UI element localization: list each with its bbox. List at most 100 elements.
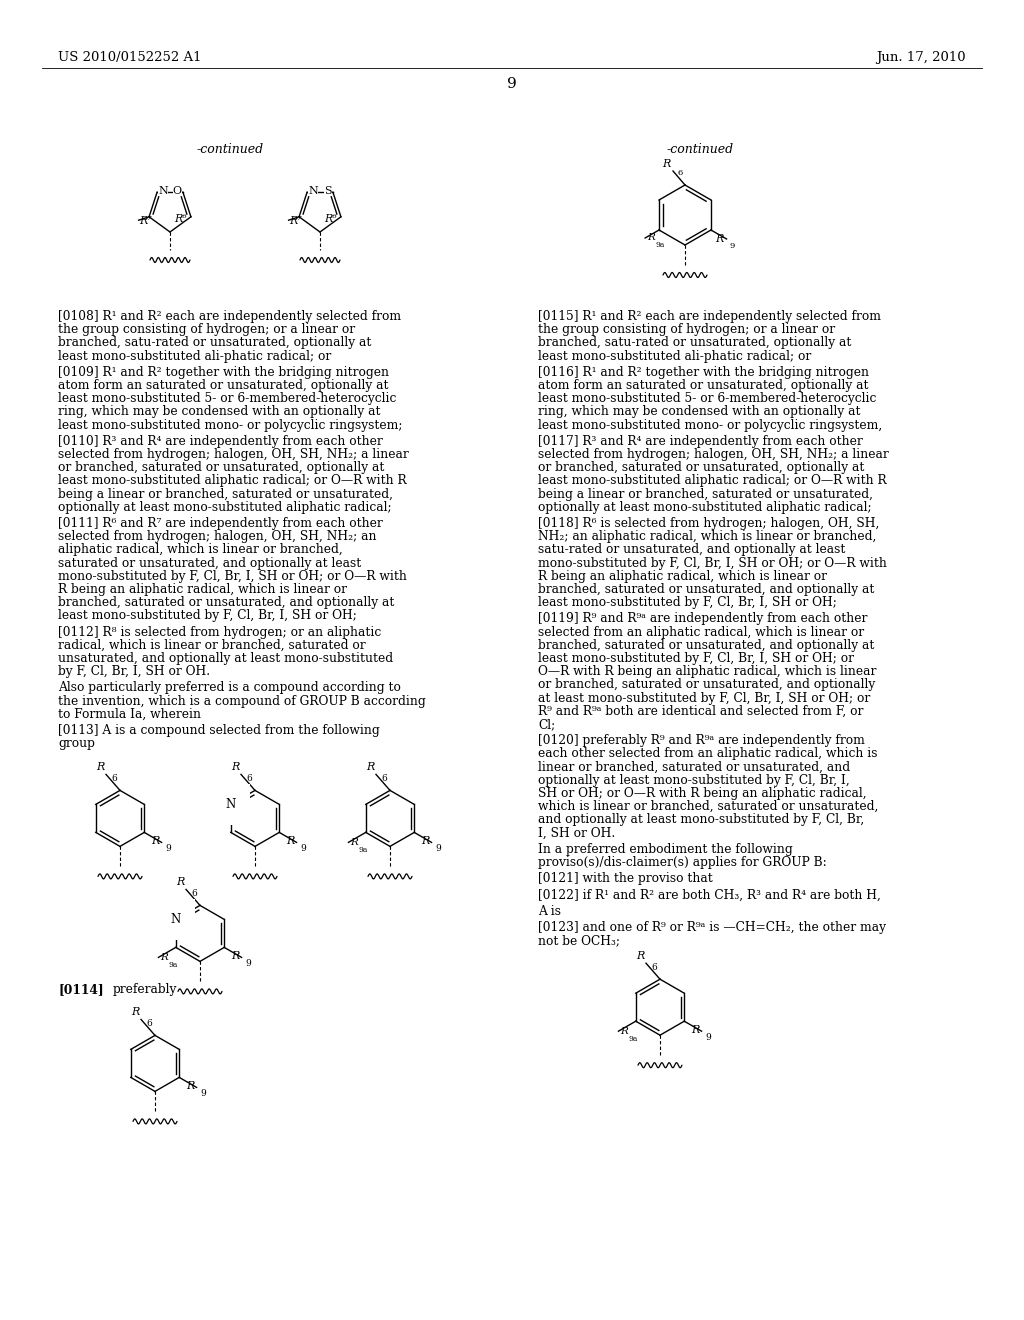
Text: Also particularly preferred is a compound according to: Also particularly preferred is a compoun… (58, 681, 400, 694)
Text: R being an aliphatic radical, which is linear or: R being an aliphatic radical, which is l… (58, 583, 347, 597)
Text: being a linear or branched, saturated or unsaturated,: being a linear or branched, saturated or… (58, 487, 393, 500)
Text: R: R (367, 763, 375, 772)
Text: proviso(s)/dis-claimer(s) applies for GROUP B:: proviso(s)/dis-claimer(s) applies for GR… (538, 855, 826, 869)
Text: or branched, saturated or unsaturated, and optionally: or branched, saturated or unsaturated, a… (538, 678, 876, 692)
Text: optionally at least mono-substituted by F, Cl, Br, I,: optionally at least mono-substituted by … (538, 774, 850, 787)
Text: least mono-substituted ali-phatic radical; or: least mono-substituted ali-phatic radica… (58, 350, 331, 363)
Text: NH₂; an aliphatic radical, which is linear or branched,: NH₂; an aliphatic radical, which is line… (538, 531, 877, 544)
Text: atom form an saturated or unsaturated, optionally at: atom form an saturated or unsaturated, o… (58, 379, 388, 392)
Text: R: R (350, 838, 358, 847)
Text: 9: 9 (166, 845, 171, 854)
Text: [0112] R⁸ is selected from hydrogen; or an aliphatic: [0112] R⁸ is selected from hydrogen; or … (58, 626, 381, 639)
Text: least mono-substituted aliphatic radical; or O—R with R: least mono-substituted aliphatic radical… (58, 474, 407, 487)
Text: [0122] if R¹ and R² are both CH₃, R³ and R⁴ are both H,: [0122] if R¹ and R² are both CH₃, R³ and… (538, 888, 881, 902)
Text: N: N (171, 913, 181, 925)
Text: R⁶: R⁶ (174, 214, 187, 224)
Text: [0115] R¹ and R² each are independently selected from: [0115] R¹ and R² each are independently … (538, 310, 881, 323)
Text: 9a: 9a (358, 846, 368, 854)
Text: 9: 9 (706, 1034, 712, 1043)
Text: 9a: 9a (655, 242, 665, 249)
Text: ring, which may be condensed with an optionally at: ring, which may be condensed with an opt… (538, 405, 860, 418)
Text: or branched, saturated or unsaturated, optionally at: or branched, saturated or unsaturated, o… (538, 461, 864, 474)
Text: 9a: 9a (629, 1035, 638, 1043)
Text: 9: 9 (507, 77, 517, 91)
Text: aliphatic radical, which is linear or branched,: aliphatic radical, which is linear or br… (58, 544, 343, 557)
Text: or branched, saturated or unsaturated, optionally at: or branched, saturated or unsaturated, o… (58, 461, 384, 474)
Text: 6: 6 (651, 964, 656, 973)
Text: selected from hydrogen; halogen, OH, SH, NH₂; a linear: selected from hydrogen; halogen, OH, SH,… (538, 447, 889, 461)
Text: by F, Cl, Br, I, SH or OH.: by F, Cl, Br, I, SH or OH. (58, 665, 210, 678)
Text: R being an aliphatic radical, which is linear or: R being an aliphatic radical, which is l… (538, 570, 827, 583)
Text: radical, which is linear or branched, saturated or: radical, which is linear or branched, sa… (58, 639, 366, 652)
Text: being a linear or branched, saturated or unsaturated,: being a linear or branched, saturated or… (538, 487, 873, 500)
Text: 6: 6 (677, 169, 682, 177)
Text: R⁷: R⁷ (290, 215, 302, 226)
Text: least mono-substituted by F, Cl, Br, I, SH or OH;: least mono-substituted by F, Cl, Br, I, … (58, 610, 357, 623)
Text: [0109] R¹ and R² together with the bridging nitrogen: [0109] R¹ and R² together with the bridg… (58, 366, 389, 379)
Text: R: R (152, 837, 160, 846)
Text: not be OCH₃;: not be OCH₃; (538, 935, 620, 946)
Text: optionally at least mono-substituted aliphatic radical;: optionally at least mono-substituted ali… (538, 500, 871, 513)
Text: -continued: -continued (197, 143, 263, 156)
Text: [0116] R¹ and R² together with the bridging nitrogen: [0116] R¹ and R² together with the bridg… (538, 366, 869, 379)
Text: least mono-substituted by F, Cl, Br, I, SH or OH;: least mono-substituted by F, Cl, Br, I, … (538, 597, 837, 610)
Text: least mono-substituted mono- or polycyclic ringsystem,: least mono-substituted mono- or polycycl… (538, 418, 883, 432)
Text: group: group (58, 737, 95, 750)
Text: R: R (176, 878, 185, 887)
Text: 9: 9 (246, 960, 251, 969)
Text: the group consisting of hydrogen; or a linear or: the group consisting of hydrogen; or a l… (538, 323, 836, 337)
Text: selected from an aliphatic radical, which is linear or: selected from an aliphatic radical, whic… (538, 626, 864, 639)
Text: 9: 9 (729, 242, 735, 249)
Text: 6: 6 (191, 890, 197, 899)
Text: R: R (647, 234, 655, 243)
Text: [0113] A is a compound selected from the following: [0113] A is a compound selected from the… (58, 723, 380, 737)
Text: R⁷: R⁷ (139, 215, 153, 226)
Text: -continued: -continued (667, 143, 733, 156)
Text: selected from hydrogen; halogen, OH, SH, NH₂; an: selected from hydrogen; halogen, OH, SH,… (58, 531, 377, 544)
Text: unsaturated, and optionally at least mono-substituted: unsaturated, and optionally at least mon… (58, 652, 393, 665)
Text: branched, satu-rated or unsaturated, optionally at: branched, satu-rated or unsaturated, opt… (538, 337, 851, 350)
Text: [0121] with the proviso that: [0121] with the proviso that (538, 873, 713, 886)
Text: S: S (325, 186, 332, 197)
Text: Cl;: Cl; (538, 718, 555, 731)
Text: and optionally at least mono-substituted by F, Cl, Br,: and optionally at least mono-substituted… (538, 813, 864, 826)
Text: R: R (132, 1007, 140, 1018)
Text: preferably: preferably (113, 983, 177, 997)
Text: branched, saturated or unsaturated, and optionally at: branched, saturated or unsaturated, and … (538, 583, 874, 597)
Text: least mono-substituted 5- or 6-membered-heterocyclic: least mono-substituted 5- or 6-membered-… (58, 392, 396, 405)
Text: 6: 6 (381, 775, 387, 783)
Text: [0111] R⁶ and R⁷ are independently from each other: [0111] R⁶ and R⁷ are independently from … (58, 517, 383, 531)
Text: mono-substituted by F, Cl, Br, I, SH or OH; or O—R with: mono-substituted by F, Cl, Br, I, SH or … (58, 570, 407, 583)
Text: N: N (158, 186, 168, 197)
Text: least mono-substituted aliphatic radical; or O—R with R: least mono-substituted aliphatic radical… (538, 474, 887, 487)
Text: In a preferred embodiment the following: In a preferred embodiment the following (538, 842, 793, 855)
Text: R⁹ and R⁹ᵃ both are identical and selected from F, or: R⁹ and R⁹ᵃ both are identical and select… (538, 705, 863, 718)
Text: ring, which may be condensed with an optionally at: ring, which may be condensed with an opt… (58, 405, 381, 418)
Text: [0114]: [0114] (58, 983, 103, 997)
Text: [0110] R³ and R⁴ are independently from each other: [0110] R³ and R⁴ are independently from … (58, 434, 383, 447)
Text: branched, saturated or unsaturated, and optionally at: branched, saturated or unsaturated, and … (58, 597, 394, 610)
Text: R: R (231, 763, 240, 772)
Text: Jun. 17, 2010: Jun. 17, 2010 (877, 50, 966, 63)
Text: A is: A is (538, 904, 561, 917)
Text: US 2010/0152252 A1: US 2010/0152252 A1 (58, 50, 202, 63)
Text: least mono-substituted 5- or 6-membered-heterocyclic: least mono-substituted 5- or 6-membered-… (538, 392, 877, 405)
Text: R: R (421, 837, 430, 846)
Text: [0108] R¹ and R² each are independently selected from: [0108] R¹ and R² each are independently … (58, 310, 401, 323)
Text: least mono-substituted by F, Cl, Br, I, SH or OH; or: least mono-substituted by F, Cl, Br, I, … (538, 652, 854, 665)
Text: linear or branched, saturated or unsaturated, and: linear or branched, saturated or unsatur… (538, 760, 850, 774)
Text: optionally at least mono-substituted aliphatic radical;: optionally at least mono-substituted ali… (58, 500, 391, 513)
Text: N: N (308, 186, 317, 197)
Text: mono-substituted by F, Cl, Br, I, SH or OH; or O—R with: mono-substituted by F, Cl, Br, I, SH or … (538, 557, 887, 570)
Text: 9a: 9a (168, 961, 178, 969)
Text: [0120] preferably R⁹ and R⁹ᵃ are independently from: [0120] preferably R⁹ and R⁹ᵃ are indepen… (538, 734, 865, 747)
Text: [0117] R³ and R⁴ are independently from each other: [0117] R³ and R⁴ are independently from … (538, 434, 863, 447)
Text: [0118] R⁶ is selected from hydrogen; halogen, OH, SH,: [0118] R⁶ is selected from hydrogen; hal… (538, 517, 880, 531)
Text: to Formula Ia, wherein: to Formula Ia, wherein (58, 708, 201, 721)
Text: 6: 6 (246, 775, 252, 783)
Text: R: R (186, 1081, 195, 1092)
Text: O—R with R being an aliphatic radical, which is linear: O—R with R being an aliphatic radical, w… (538, 665, 877, 678)
Text: R: R (715, 234, 724, 244)
Text: SH or OH; or O—R with R being an aliphatic radical,: SH or OH; or O—R with R being an aliphat… (538, 787, 866, 800)
Text: satu-rated or unsaturated, and optionally at least: satu-rated or unsaturated, and optionall… (538, 544, 846, 557)
